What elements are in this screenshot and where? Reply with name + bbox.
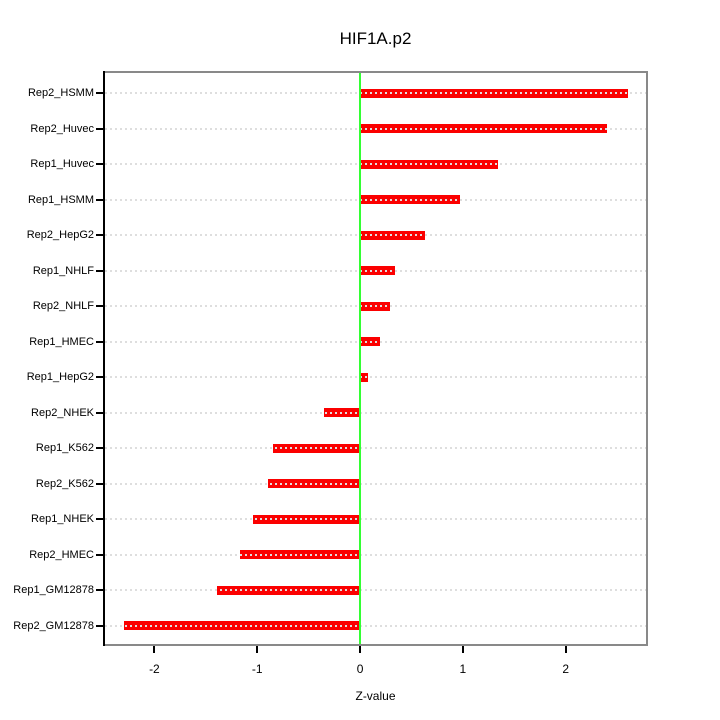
y-tick [96,447,103,449]
y-axis-label: Rep2_HSMM [27,87,94,99]
y-axis-label: Rep1_Huvec [30,158,94,170]
gridline [105,411,646,414]
y-tick [96,340,103,343]
y-axis-label: Rep1_HSMM [27,193,94,206]
y-axis-label: Rep1_NHLF [32,264,94,277]
y-tick [96,269,103,272]
plot-border-right [646,71,648,646]
y-tick [96,376,103,378]
gridline [105,340,646,343]
x-axis-title: Z-value [355,689,396,703]
zero-line [359,73,362,644]
y-tick [96,127,103,130]
plot-border-left [103,71,105,646]
y-axis-label: Rep2_Huvec [30,122,94,135]
gridline [105,92,646,94]
gridline [105,482,646,485]
gridline [105,589,646,591]
x-tick [359,646,362,653]
y-axis-label: Rep1_K562 [35,442,94,454]
x-tick-label: -2 [149,662,160,676]
x-tick [564,646,567,653]
y-tick [96,553,103,556]
y-axis-label: Rep1_HepG2 [26,371,94,383]
y-axis-label: Rep2_NHEK [31,406,94,419]
gridline [105,269,646,272]
gridline [105,198,646,201]
gridline [105,518,646,520]
y-tick [96,92,103,94]
gridline [105,234,646,236]
y-tick [96,589,103,591]
plot-area [103,71,648,646]
y-tick [96,518,103,520]
y-axis-label: Rep2_HepG2 [26,229,94,241]
gridline [105,305,646,307]
x-tick [153,646,156,653]
gridline [105,376,646,378]
gridline [105,127,646,130]
gridline [105,624,646,627]
y-axis-label: Rep2_K562 [35,477,94,490]
y-axis-label: Rep2_GM12878 [13,619,94,632]
x-tick-label: 0 [356,662,364,676]
chart-title: HIF1A.p2 [339,29,412,48]
y-axis-label: Rep1_HMEC [29,335,94,348]
y-axis-label: Rep2_NHLF [32,300,94,312]
x-tick [256,646,259,653]
x-tick [461,646,464,653]
y-tick [96,163,103,165]
y-axis-label: Rep1_GM12878 [13,584,94,596]
y-tick [96,198,103,201]
plot-border-bottom [103,644,648,646]
x-tick-label: 1 [459,662,467,676]
x-tick-label: -1 [251,662,263,676]
y-tick [96,482,103,485]
gridline [105,447,646,449]
y-tick [96,305,103,307]
gridline [105,163,646,165]
y-tick [96,411,103,414]
y-tick [96,624,103,627]
gridline [105,553,646,556]
y-axis-label: Rep1_NHEK [31,513,94,525]
y-tick [96,234,103,236]
x-tick-label: 2 [562,662,570,676]
plot-border-top [103,71,648,73]
y-axis-label: Rep2_HMEC [29,548,94,561]
